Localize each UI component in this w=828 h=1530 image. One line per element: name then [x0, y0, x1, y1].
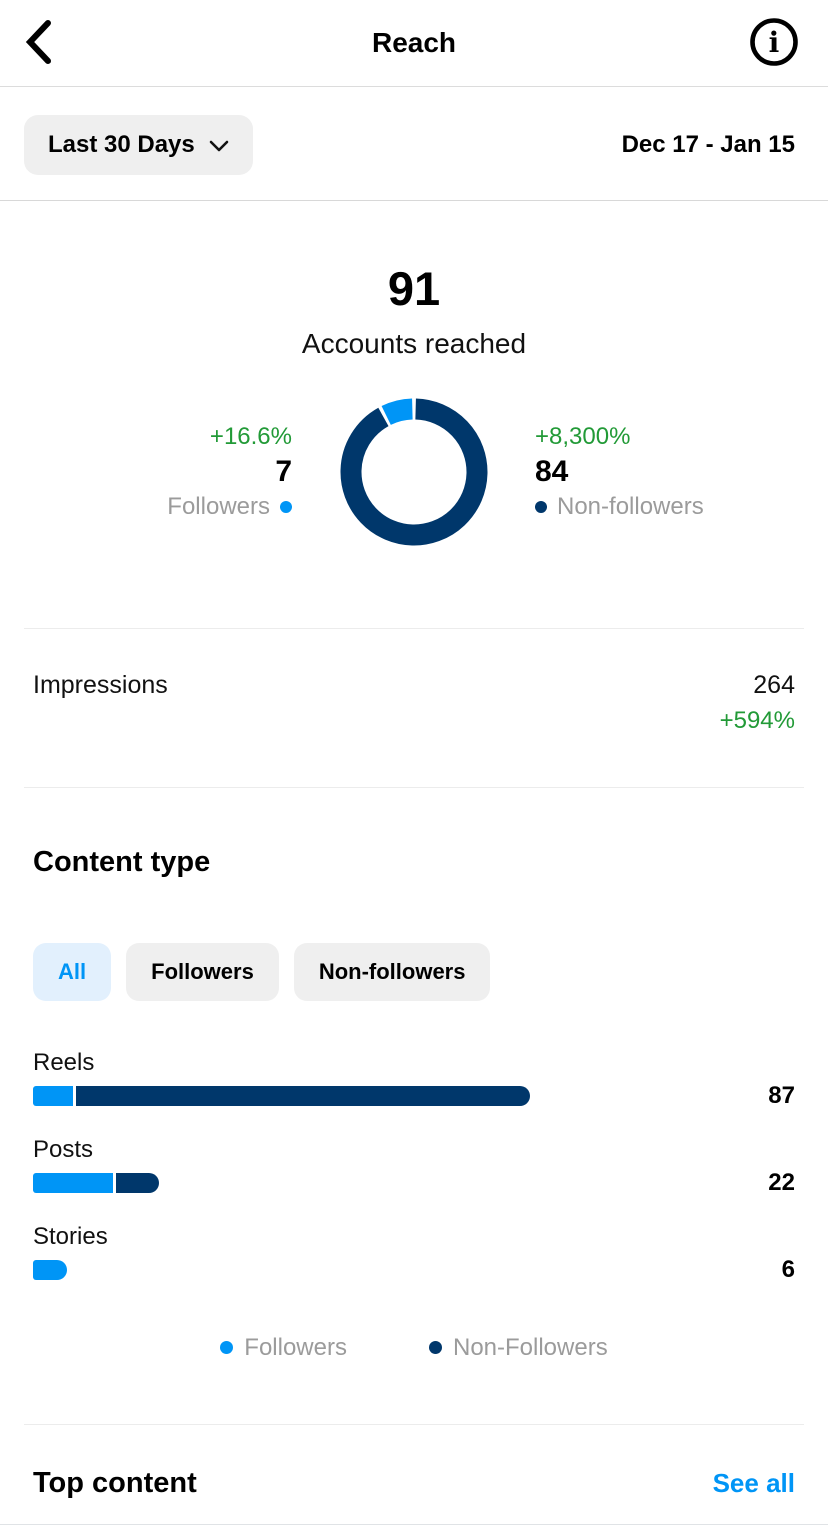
period-selector-label: Last 30 Days: [48, 131, 195, 158]
followers-dot-icon: [220, 1341, 234, 1355]
filter-followers[interactable]: Followers: [126, 942, 279, 1001]
see-all-link[interactable]: See all: [712, 1467, 795, 1498]
followers-label-row: Followers: [70, 493, 292, 521]
followers-dot-icon: [280, 500, 292, 513]
top-content-header: Top content See all: [0, 1425, 828, 1500]
period-row: Last 30 Days Dec 17 - Jan 15: [0, 87, 828, 201]
impressions-label: Impressions: [33, 670, 168, 699]
bar-label: Stories: [33, 1222, 108, 1250]
legend-followers-label: Followers: [244, 1333, 347, 1361]
bar-value: 22: [768, 1168, 795, 1196]
accounts-reached-value: 91: [387, 262, 441, 315]
chevron-down-icon: [209, 131, 229, 159]
date-range: Dec 17 - Jan 15: [621, 131, 795, 158]
followers-label: Followers: [167, 492, 270, 520]
bar-row-stories: Stories 6: [33, 1222, 795, 1283]
chevron-left-icon: [24, 19, 54, 68]
bar-value: 6: [781, 1255, 795, 1283]
impressions-values: 264 +594%: [720, 671, 795, 735]
followers-change: +16.6%: [209, 422, 292, 450]
legend-followers: Followers: [220, 1334, 347, 1362]
bar-segment-followers: [33, 1172, 113, 1193]
bar-segment-followers: [33, 1259, 68, 1280]
divider: [24, 1423, 804, 1425]
non-followers-dot-icon: [428, 1341, 442, 1355]
filter-non-followers[interactable]: Non-followers: [293, 942, 491, 1001]
page-title: Reach: [371, 27, 457, 58]
reach-donut-chart: [338, 396, 490, 548]
info-button[interactable]: i: [748, 17, 800, 69]
legend-non-followers: Non-Followers: [428, 1333, 608, 1362]
bar-track: [33, 1085, 530, 1106]
impressions-change: +594%: [719, 706, 795, 734]
bar-segment-non-followers: [72, 1085, 530, 1106]
impressions-value: 264: [753, 670, 795, 699]
chart-legend: Followers Non-Followers: [33, 1334, 795, 1362]
top-content-title: Top content: [33, 1466, 197, 1499]
non-followers-label-row: Non-followers: [535, 493, 758, 521]
svg-text:i: i: [769, 26, 780, 59]
navbar: Reach i: [0, 0, 828, 87]
content-type-filters: All Followers Non-followers: [33, 942, 795, 1001]
donut-section: +16.6% 7 Followers +8,300% 84 Non-follow…: [0, 396, 828, 548]
followers-value: 7: [275, 454, 292, 488]
divider: [0, 1524, 828, 1525]
bar-segment-non-followers: [112, 1172, 159, 1193]
divider: [24, 627, 804, 629]
non-followers-value: 84: [535, 454, 569, 488]
non-followers-stat: +8,300% 84 Non-followers: [490, 423, 758, 521]
bar-row-posts: Posts 22: [33, 1135, 795, 1196]
back-button[interactable]: [24, 19, 64, 67]
content-type-section: Content type All Followers Non-followers…: [0, 846, 828, 1362]
filter-all[interactable]: All: [33, 942, 112, 1001]
followers-stat: +16.6% 7 Followers: [70, 423, 338, 521]
impressions-section: Impressions 264 +594%: [0, 629, 828, 735]
content-type-title: Content type: [33, 845, 211, 878]
content-type-bars: Reels 87 Posts 22 Stories 6: [33, 1048, 795, 1283]
bar-label: Reels: [33, 1048, 95, 1076]
bar-track: [33, 1172, 159, 1193]
non-followers-dot-icon: [535, 500, 547, 513]
period-selector[interactable]: Last 30 Days: [24, 115, 253, 175]
bar-track: [33, 1259, 68, 1280]
legend-non-followers-label: Non-Followers: [452, 1333, 608, 1361]
non-followers-change: +8,300%: [535, 422, 631, 450]
divider: [24, 786, 804, 788]
accounts-reached-label: Accounts reached: [301, 327, 527, 359]
bar-segment-followers: [33, 1085, 73, 1106]
non-followers-label: Non-followers: [557, 492, 704, 520]
bar-label: Posts: [33, 1135, 94, 1163]
bar-row-reels: Reels 87: [33, 1048, 795, 1109]
info-circle-icon: i: [748, 16, 800, 71]
reach-summary: 91 Accounts reached +16.6% 7 Followers +…: [0, 201, 828, 548]
bar-value: 87: [768, 1081, 795, 1109]
